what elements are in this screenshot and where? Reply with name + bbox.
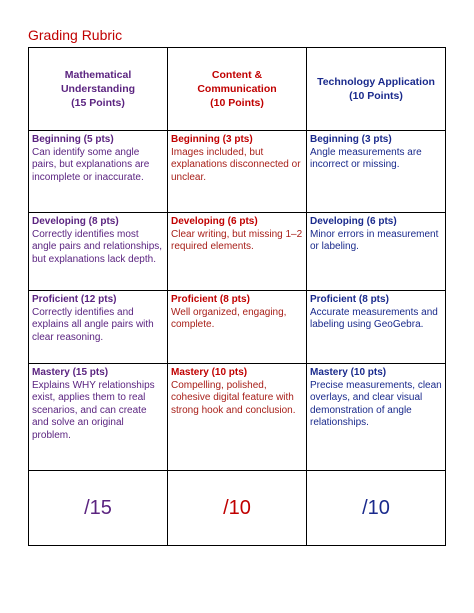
rubric-cell: Mastery (15 pts) Explains WHY relationshi… (28, 363, 168, 471)
level-label: Developing (8 pts) (32, 216, 119, 227)
rubric-cell: Proficient (8 pts) Well organized, engagi… (167, 290, 307, 364)
rubric-row: Proficient (12 pts) Correctly identifies … (28, 290, 446, 364)
score-cell: /10 (167, 470, 307, 546)
criteria-text: Images included, but explanations discon… (171, 146, 301, 183)
rubric-cell: Proficient (12 pts) Correctly identifies … (28, 290, 168, 364)
header-line: Content & (211, 69, 263, 81)
rubric-row: Beginning (5 pts) Can identify some angle… (28, 130, 446, 213)
rubric-cell: Beginning (3 pts) Angle measurements are … (306, 130, 446, 213)
rubric-cell: Mastery (10 pts) Compelling, polished, co… (167, 363, 307, 471)
header-line: (10 Points) (349, 90, 403, 102)
criteria-text: Well organized, engaging, complete. (171, 306, 287, 331)
rubric-cell: Developing (8 pts) Correctly identifies m… (28, 212, 168, 291)
criteria-text: Precise measurements, clean overlays, an… (310, 379, 442, 429)
header-cell: Technology Application (10 Points) (306, 47, 446, 131)
level-label: Mastery (10 pts) (171, 367, 248, 378)
rubric-cell: Proficient (8 pts) Accurate measurements … (306, 290, 446, 364)
score-cell: /15 (28, 470, 168, 546)
score-row: /15/10/10 (28, 470, 446, 546)
level-label: Proficient (12 pts) (32, 294, 117, 305)
criteria-text: Accurate measurements and labeling using… (310, 306, 438, 331)
level-label: Beginning (5 pts) (32, 134, 114, 145)
score-cell: /10 (306, 470, 446, 546)
level-label: Proficient (8 pts) (310, 294, 389, 305)
title: Grading Rubric (28, 27, 123, 43)
header-line: Understanding (60, 83, 136, 95)
rubric-cell: Mastery (10 pts) Precise measurements, cl… (306, 363, 446, 471)
criteria-text: Minor errors in measurement or labeling. (310, 228, 439, 253)
level-label: Developing (6 pts) (310, 216, 397, 227)
rubric-cell: Developing (6 pts) Minor errors in measur… (306, 212, 446, 291)
criteria-text: Angle measurements are incorrect or miss… (310, 146, 422, 171)
header-row: Mathematical Understanding (15 Points) Cont… (28, 47, 446, 131)
header-line: Communication (197, 83, 277, 95)
criteria-text: Correctly identifies most angle pairs an… (32, 228, 163, 265)
criteria-text: Explains WHY relationships exist, applie… (32, 379, 155, 441)
level-label: Proficient (8 pts) (171, 294, 250, 305)
header-line: Technology Application (317, 76, 435, 88)
rubric-row: Mastery (15 pts) Explains WHY relationshi… (28, 363, 446, 471)
criteria-text: Can identify some angle pairs, but expla… (32, 146, 150, 183)
header-line: (15 Points) (71, 97, 125, 109)
rubric-table: Mathematical Understanding (15 Points) Cont… (28, 47, 446, 546)
rubric-row: Developing (8 pts) Correctly identifies m… (28, 212, 446, 291)
rubric-cell: Developing (6 pts) Clear writing, but mis… (167, 212, 307, 291)
header-line: (10 Points) (210, 97, 264, 109)
rubric-cell: Beginning (5 pts) Can identify some angle… (28, 130, 168, 213)
header-cell: Content & Communication (10 Points) (167, 47, 307, 131)
criteria-text: Correctly identifies and explains all an… (32, 306, 154, 343)
header-line: Mathematical (64, 69, 132, 81)
level-label: Mastery (10 pts) (310, 367, 387, 378)
criteria-text: Clear writing, but missing 1–2 required … (171, 228, 303, 253)
level-label: Beginning (3 pts) (310, 134, 392, 145)
rubric-cell: Beginning (3 pts) Images included, but ex… (167, 130, 307, 213)
criteria-text: Compelling, polished, cohesive digital f… (171, 379, 296, 416)
level-label: Developing (6 pts) (171, 216, 258, 227)
header-cell: Mathematical Understanding (15 Points) (28, 47, 168, 131)
level-label: Beginning (3 pts) (171, 134, 253, 145)
level-label: Mastery (15 pts) (32, 367, 109, 378)
